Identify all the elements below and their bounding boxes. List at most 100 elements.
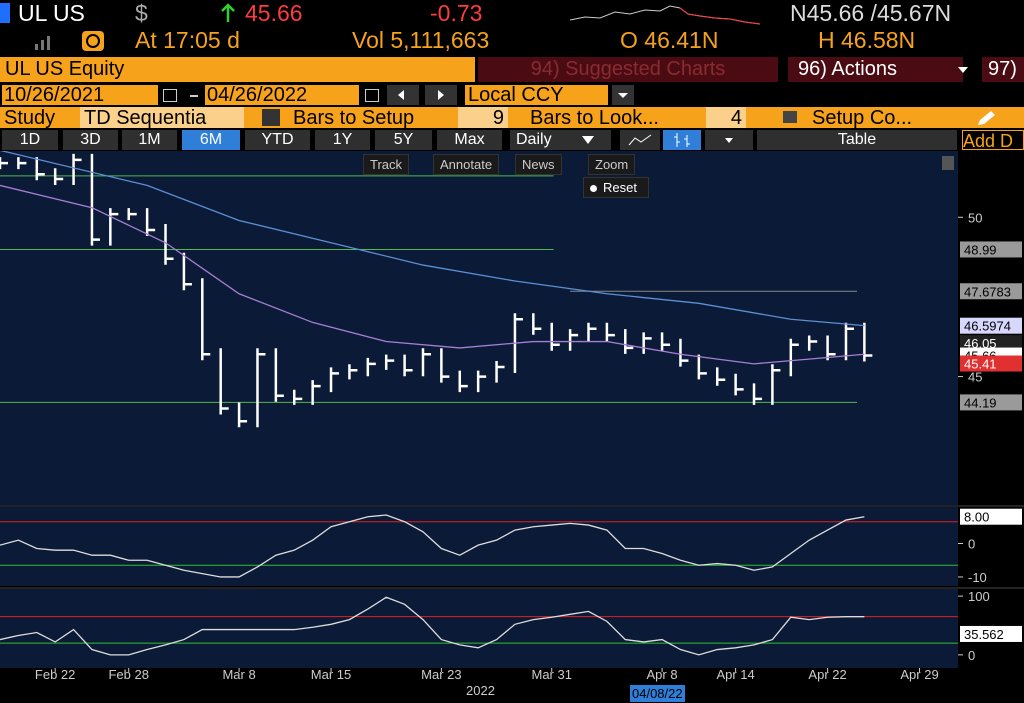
price-bar	[35, 157, 45, 181]
price-label-box	[960, 508, 1022, 525]
add-button[interactable]: Add D	[962, 130, 1024, 151]
price-bar	[0, 157, 8, 170]
price-bar	[532, 313, 542, 335]
price-bar	[458, 370, 468, 393]
price-bar	[384, 354, 395, 370]
price-bar	[219, 348, 229, 415]
status-square	[0, 3, 10, 23]
oscillator-panel	[0, 589, 958, 668]
dash	[190, 95, 198, 97]
chart-tool[interactable]: Annotate	[433, 154, 500, 175]
oscillator-panel	[0, 507, 958, 586]
x-tick-label: Apr 22	[808, 667, 846, 682]
price-bar	[274, 348, 284, 402]
setup-config: Setup Co...	[812, 107, 913, 129]
price-bar	[844, 322, 854, 361]
period-tab[interactable]: 1Y	[315, 130, 370, 150]
series-line	[0, 151, 865, 327]
look-value[interactable]: 4	[706, 107, 746, 129]
y-tick-label: 50	[968, 210, 982, 225]
period-tab[interactable]: 5Y	[375, 130, 432, 150]
price-bar	[201, 278, 211, 361]
price-bar	[403, 354, 413, 377]
currency-select[interactable]: Local CCY	[465, 85, 608, 105]
table-button[interactable]: Table	[757, 130, 957, 150]
reset-button[interactable]: Reset	[583, 177, 649, 198]
price-bar	[237, 402, 248, 428]
study-dropdown[interactable]	[262, 109, 280, 126]
price-bar	[660, 332, 671, 351]
study-label: Study	[4, 107, 56, 129]
currency: $	[135, 0, 148, 26]
y-tick-label: 0	[968, 536, 975, 551]
price-bar	[164, 224, 174, 265]
period-tab[interactable]: 3D	[63, 130, 118, 150]
series-line	[0, 514, 865, 578]
price-bar	[109, 208, 119, 246]
price-bar	[90, 153, 100, 246]
open: O 46.41N	[620, 27, 719, 53]
end-date[interactable]: 04/26/2022	[205, 85, 359, 105]
price-bar	[826, 335, 836, 361]
study-bar	[0, 107, 1024, 128]
bar-icon	[674, 133, 690, 147]
more[interactable]: 97)	[982, 57, 1024, 82]
period-tab[interactable]: 6M	[182, 130, 240, 150]
price-bar	[605, 322, 615, 342]
price-bar	[807, 335, 818, 351]
chart-tool[interactable]: News	[515, 154, 562, 175]
cursor-date: 04/08/22	[630, 685, 685, 702]
price-bar	[440, 348, 450, 383]
x-tick-label: Mar 31	[531, 667, 571, 682]
y-tick-label: 100	[968, 589, 990, 604]
chart: 45 50 Feb 22 Feb 28 Mar 8 Mar 15 Mar 23 Mar 31 A…	[0, 151, 1024, 682]
study-name[interactable]: TD Sequentia	[80, 107, 244, 128]
line-tool[interactable]	[620, 130, 660, 150]
series-line	[0, 184, 865, 365]
price-bar	[642, 332, 652, 354]
price-bar	[17, 157, 27, 170]
price-bar	[366, 357, 376, 377]
security-bar: UL US Equity	[0, 57, 475, 82]
scroll-icon[interactable]	[942, 156, 954, 170]
actions-caret	[958, 67, 968, 78]
dropdown[interactable]	[612, 85, 634, 105]
period-tab[interactable]: 1M	[122, 130, 177, 150]
price-bar	[182, 252, 192, 291]
y-tick-label: 45	[968, 370, 982, 385]
price-bar	[72, 153, 82, 186]
time: At 17:05 d	[135, 27, 240, 53]
bid-ask: N45.66 /45.67N	[790, 0, 952, 26]
bar-tool[interactable]	[663, 130, 701, 150]
price-label: 44.19	[964, 395, 997, 410]
high: H 46.58N	[818, 27, 916, 53]
tool-dropdown[interactable]	[705, 130, 753, 150]
x-tick-label: Feb 28	[108, 667, 148, 682]
line-icon	[628, 134, 652, 146]
checkbox[interactable]	[783, 111, 797, 123]
price-bar	[495, 361, 505, 383]
price-label: 46.5974	[964, 319, 1011, 334]
price-bar	[293, 389, 303, 405]
period-tab[interactable]: YTD	[245, 130, 310, 150]
calendar-icon[interactable]	[163, 89, 177, 102]
volume: Vol 5,111,663	[352, 27, 490, 53]
start-date[interactable]: 10/26/2021	[2, 85, 158, 105]
price-bar	[329, 367, 340, 393]
next-button[interactable]	[425, 85, 457, 105]
x-tick-label: Mar 8	[222, 667, 255, 682]
frequency-label: Daily	[516, 131, 552, 148]
frequency[interactable]: Daily	[510, 130, 611, 150]
prev-button[interactable]	[387, 85, 419, 105]
actions[interactable]: 96) Actions	[788, 57, 963, 82]
price-bar	[752, 383, 763, 405]
icons	[35, 31, 104, 51]
period-tab[interactable]: Max	[437, 130, 502, 150]
pencil-icon[interactable]	[975, 109, 999, 127]
suggested-charts[interactable]: 94) Suggested Charts	[478, 57, 778, 82]
period-tab[interactable]: 1D	[2, 130, 58, 150]
calendar-icon[interactable]	[365, 89, 379, 102]
chart-tool[interactable]: Zoom	[588, 154, 636, 175]
setup-value[interactable]: 9	[458, 107, 508, 129]
chart-tool[interactable]: Track	[363, 154, 410, 175]
